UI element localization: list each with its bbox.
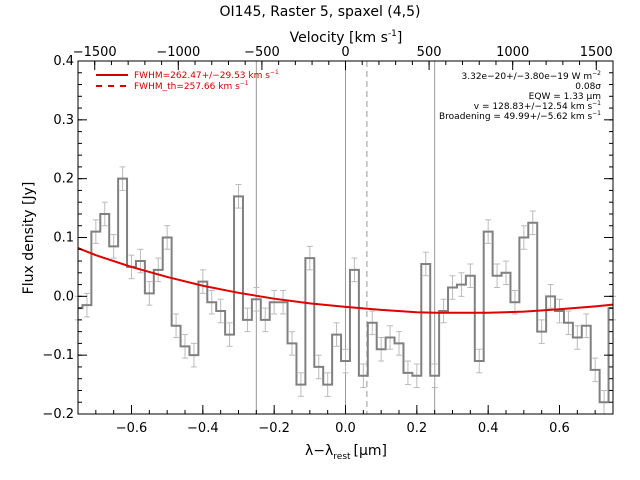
top-tick-label: −500 (244, 45, 280, 60)
x-axis-label: λ−λrest [μm] (305, 443, 387, 462)
x-tick-label: −0.2 (258, 421, 290, 436)
x-axis-ticks: −0.6 −0.4 −0.2 0.0 0.2 0.4 0.6 (77, 405, 614, 436)
top-tick-label: 1000 (496, 45, 529, 60)
y-tick-label: 0.2 (53, 172, 74, 187)
x-tick-label: 0.2 (406, 421, 427, 436)
annotation-line: Broadening = 49.99+/−5.62 km s−1 (439, 110, 601, 122)
y-tick-label: 0.3 (53, 113, 74, 128)
y-tick-label: 0.0 (53, 289, 74, 304)
x-tick-label: 0.0 (335, 421, 356, 436)
x-tick-label: 0.4 (478, 421, 499, 436)
x-tick-label: −0.6 (116, 421, 148, 436)
data-series (77, 177, 614, 404)
chart-title: OI145, Raster 5, spaxel (4,5) (220, 4, 421, 20)
y-tick-label: 0.4 (53, 54, 74, 69)
top-tick-label: 1500 (580, 45, 613, 60)
flux-step-line (78, 177, 613, 404)
top-axis-label: Velocity [km s-1] (290, 29, 403, 46)
top-tick-label: 0 (341, 45, 349, 60)
y-tick-label: 0.1 (53, 231, 74, 246)
annotation-line: 3.32e−20+/−3.80e−19 W m−2 (462, 70, 602, 82)
y-axis-label: Flux density [Jy] (21, 182, 37, 295)
x-tick-label: −0.4 (187, 421, 219, 436)
top-tick-label: 500 (417, 45, 442, 60)
legend: FWHM=262.47+/−29.53 km s−1FWHM_th=257.66… (96, 69, 279, 92)
y-tick-label: −0.2 (42, 407, 74, 422)
y-tick-label: −0.1 (42, 348, 74, 363)
y-axis-ticks: −0.2 −0.1 0.0 0.1 0.2 0.3 0.4 (42, 54, 613, 422)
legend-label: FWHM=262.47+/−29.53 km s−1 (134, 69, 279, 81)
annotation-line: 0.08σ (575, 82, 601, 92)
top-axis-ticks: −1500 −1000 −500 0 500 1000 1500 (73, 45, 614, 70)
legend-label: FWHM_th=257.66 km s−1 (134, 80, 249, 92)
top-tick-label: −1000 (156, 45, 200, 60)
annotation-line: EQW = 1.33 μm (529, 92, 601, 102)
annotation-line: v = 128.83+/−12.54 km s−1 (474, 100, 601, 112)
x-tick-label: 0.6 (549, 421, 570, 436)
top-tick-label: −1500 (73, 45, 117, 60)
fit-curve-line (77, 247, 614, 314)
